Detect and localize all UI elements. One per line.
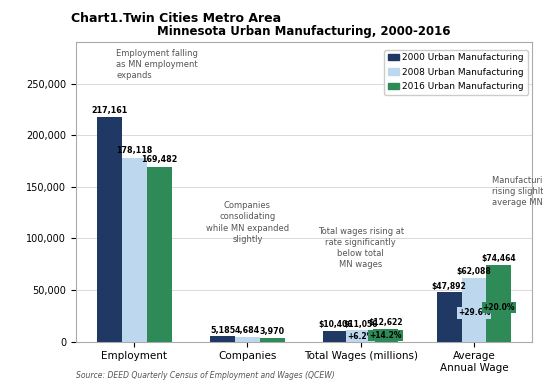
Text: 3,970: 3,970 — [260, 327, 285, 336]
Text: 217,161: 217,161 — [91, 106, 128, 115]
Text: +14.2%: +14.2% — [369, 331, 402, 340]
Text: Source: DEED Quarterly Census of Employment and Wages (QCEW): Source: DEED Quarterly Census of Employm… — [76, 371, 335, 380]
Bar — [373, 329, 398, 342]
Text: Manufacturing wages
rising slighlty above
average MN wages: Manufacturing wages rising slighlty abov… — [492, 176, 543, 207]
Text: Employment falling
as MN employment
expands: Employment falling as MN employment expa… — [116, 49, 198, 81]
Legend: 2000 Urban Manufacturing, 2008 Urban Manufacturing, 2016 Urban Manufacturing: 2000 Urban Manufacturing, 2008 Urban Man… — [384, 50, 528, 95]
Bar — [97, 118, 122, 342]
Text: 178,118: 178,118 — [116, 146, 153, 155]
Bar — [348, 330, 373, 342]
Text: Total wages rising at
rate significantly
below total
MN wages: Total wages rising at rate significantly… — [318, 227, 404, 270]
Text: $47,892: $47,892 — [432, 282, 466, 291]
Text: Companies
consolidating
while MN expanded
slightly: Companies consolidating while MN expande… — [206, 201, 289, 243]
Bar — [323, 331, 348, 342]
Text: +6.2%: +6.2% — [347, 331, 374, 341]
Bar — [260, 338, 285, 342]
Bar — [462, 278, 487, 342]
Bar — [147, 167, 172, 342]
Bar — [235, 337, 260, 342]
Text: $11,056: $11,056 — [344, 320, 378, 329]
Bar — [487, 265, 512, 342]
Title: Minnesota Urban Manufacturing, 2000-2016: Minnesota Urban Manufacturing, 2000-2016 — [157, 25, 451, 38]
Text: Chart1.Twin Cities Metro Area: Chart1.Twin Cities Metro Area — [71, 12, 281, 25]
Text: 169,482: 169,482 — [141, 155, 177, 164]
Text: +29.6%: +29.6% — [458, 308, 490, 318]
Bar — [437, 292, 462, 342]
Text: 5,185: 5,185 — [210, 326, 235, 335]
Text: 4,684: 4,684 — [235, 326, 260, 335]
Text: +20.0%: +20.0% — [483, 303, 515, 312]
Text: $10,406: $10,406 — [319, 321, 353, 329]
Bar — [210, 336, 235, 342]
Bar — [122, 158, 147, 342]
Text: $74,464: $74,464 — [482, 254, 516, 263]
Text: $12,622: $12,622 — [368, 318, 403, 327]
Text: $62,088: $62,088 — [457, 267, 491, 276]
